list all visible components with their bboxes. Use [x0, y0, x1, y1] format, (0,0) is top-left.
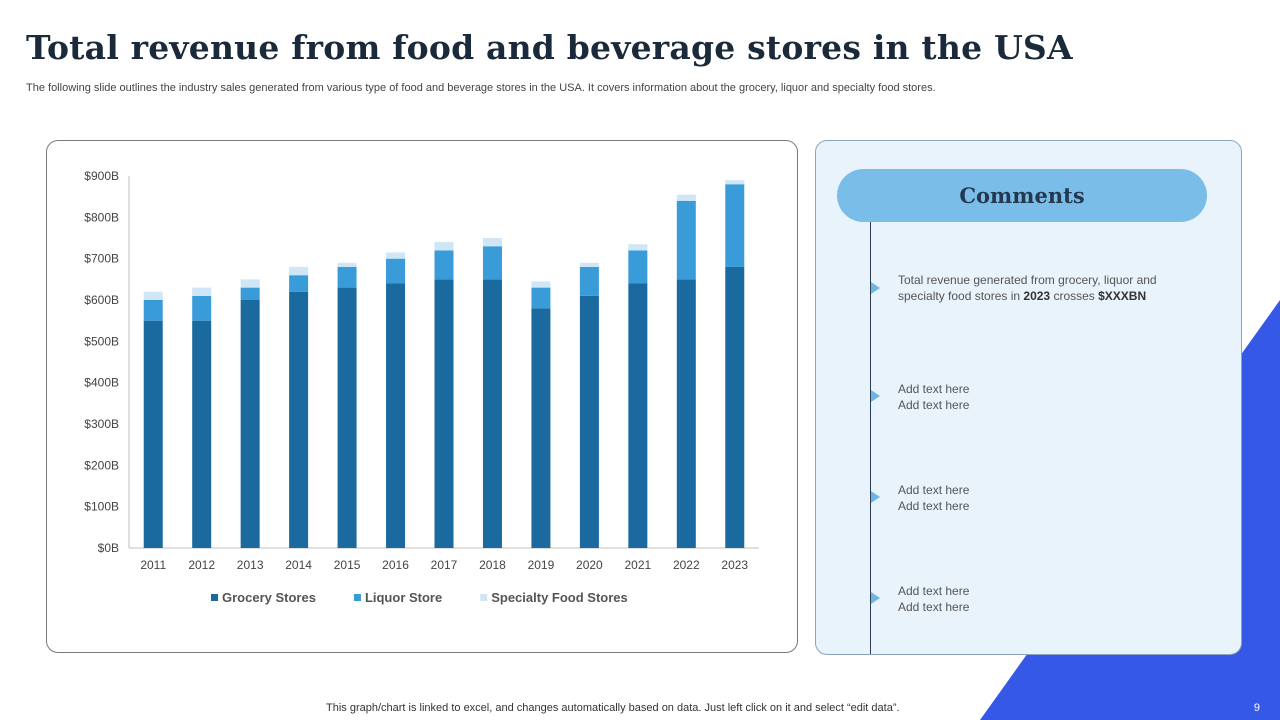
- bar-liquor-store-2022[interactable]: [676, 200, 696, 280]
- bar-grocery-stores-2022[interactable]: [676, 279, 696, 548]
- bar-grocery-stores-2023[interactable]: [725, 266, 745, 548]
- legend-swatch: [211, 594, 218, 601]
- x-tick-label: 2017: [431, 558, 458, 572]
- bar-grocery-stores-2021[interactable]: [628, 283, 648, 548]
- bar-liquor-store-2013[interactable]: [240, 287, 260, 300]
- bar-liquor-store-2012[interactable]: [192, 295, 212, 321]
- legend-label[interactable]: Grocery Stores: [222, 590, 316, 605]
- page-number: 9: [1253, 702, 1260, 714]
- y-tick-label: $700B: [84, 252, 119, 266]
- x-tick-label: 2014: [285, 558, 312, 572]
- bar-grocery-stores-2020[interactable]: [579, 295, 599, 548]
- x-tick-label: 2018: [479, 558, 506, 572]
- bar-specialty-food-stores-2015[interactable]: [337, 262, 357, 267]
- comment-4-line2: Add text here: [898, 600, 970, 614]
- y-tick-label: $0B: [98, 541, 119, 555]
- bar-liquor-store-2019[interactable]: [531, 287, 551, 309]
- page-subtitle: The following slide outlines the industr…: [26, 82, 936, 94]
- bar-grocery-stores-2012[interactable]: [192, 320, 212, 548]
- comments-header: Comments: [837, 169, 1207, 222]
- bullet-arrow-icon: [871, 282, 880, 294]
- comment-item-4[interactable]: Add text here Add text here: [898, 583, 1188, 615]
- x-tick-label: 2022: [673, 558, 700, 572]
- bar-grocery-stores-2015[interactable]: [337, 287, 357, 548]
- bar-specialty-food-stores-2016[interactable]: [386, 252, 406, 259]
- bar-liquor-store-2020[interactable]: [579, 266, 599, 296]
- bar-specialty-food-stores-2019[interactable]: [531, 281, 551, 288]
- bar-liquor-store-2011[interactable]: [143, 300, 163, 321]
- bullet-arrow-icon: [871, 592, 880, 604]
- comment-3-line2: Add text here: [898, 499, 970, 513]
- timeline-line: [870, 222, 871, 654]
- chart-panel[interactable]: $0B $100B $200B $300B $400B $500B $600B $700B $8…: [46, 140, 798, 653]
- y-tick-label: $200B: [84, 458, 119, 472]
- bar-grocery-stores-2016[interactable]: [386, 283, 406, 548]
- bar-specialty-food-stores-2021[interactable]: [628, 244, 648, 251]
- comment-item-2[interactable]: Add text here Add text here: [898, 381, 1188, 413]
- comment-1-year: 2023: [1023, 289, 1051, 303]
- bar-specialty-food-stores-2022[interactable]: [676, 194, 696, 201]
- bar-grocery-stores-2013[interactable]: [240, 300, 260, 548]
- x-tick-label: 2021: [624, 558, 651, 572]
- x-tick-label: 2023: [721, 558, 748, 572]
- comments-panel: Comments Total revenue generated from gr…: [815, 140, 1242, 655]
- y-tick-label: $400B: [84, 376, 119, 390]
- comment-2-line2: Add text here: [898, 398, 970, 412]
- y-tick-label: $900B: [84, 169, 119, 183]
- bar-grocery-stores-2011[interactable]: [143, 320, 163, 548]
- bar-specialty-food-stores-2018[interactable]: [482, 238, 502, 247]
- bar-grocery-stores-2017[interactable]: [434, 279, 454, 548]
- bar-specialty-food-stores-2011[interactable]: [143, 291, 163, 300]
- comment-item-1[interactable]: Total revenue generated from grocery, li…: [898, 272, 1188, 304]
- x-tick-label: 2013: [237, 558, 264, 572]
- bullet-arrow-icon: [871, 491, 880, 503]
- bar-liquor-store-2014[interactable]: [289, 275, 309, 292]
- bar-liquor-store-2021[interactable]: [628, 250, 648, 284]
- stacked-bar-chart[interactable]: $0B $100B $200B $300B $400B $500B $600B $700B $8…: [47, 141, 799, 654]
- x-tick-label: 2016: [382, 558, 409, 572]
- bar-liquor-store-2017[interactable]: [434, 250, 454, 280]
- bar-specialty-food-stores-2023[interactable]: [725, 180, 745, 185]
- y-tick-label: $800B: [84, 210, 119, 224]
- bar-grocery-stores-2019[interactable]: [531, 308, 551, 548]
- legend-label[interactable]: Specialty Food Stores: [491, 590, 628, 605]
- bar-liquor-store-2018[interactable]: [482, 246, 502, 280]
- bar-liquor-store-2016[interactable]: [386, 258, 406, 284]
- bullet-arrow-icon: [871, 390, 880, 402]
- footer-note: This graph/chart is linked to excel, and…: [326, 702, 900, 714]
- comment-item-3[interactable]: Add text here Add text here: [898, 482, 1188, 514]
- bar-specialty-food-stores-2014[interactable]: [289, 266, 309, 276]
- y-tick-label: $100B: [84, 500, 119, 514]
- x-tick-label: 2020: [576, 558, 603, 572]
- bar-liquor-store-2023[interactable]: [725, 184, 745, 267]
- comment-1-text: Total revenue generated from grocery, li…: [898, 273, 1157, 303]
- comment-2-line1: Add text here: [898, 382, 970, 396]
- x-tick-label: 2011: [140, 558, 166, 572]
- bar-grocery-stores-2014[interactable]: [289, 291, 309, 548]
- legend-swatch: [353, 594, 361, 601]
- y-tick-label: $300B: [84, 417, 119, 431]
- legend-label[interactable]: Liquor Store: [365, 590, 442, 605]
- bar-specialty-food-stores-2017[interactable]: [434, 242, 454, 251]
- bar-liquor-store-2015[interactable]: [337, 266, 357, 288]
- comment-1-mid: crosses: [1050, 289, 1099, 303]
- bar-grocery-stores-2018[interactable]: [482, 279, 502, 548]
- y-tick-label: $500B: [84, 334, 119, 348]
- bar-specialty-food-stores-2013[interactable]: [240, 279, 260, 288]
- comment-4-line1: Add text here: [898, 584, 970, 598]
- bar-specialty-food-stores-2020[interactable]: [579, 262, 599, 267]
- legend-swatch: [480, 594, 488, 601]
- comment-3-line1: Add text here: [898, 483, 970, 497]
- x-tick-label: 2012: [188, 558, 215, 572]
- x-tick-label: 2019: [528, 558, 555, 572]
- x-tick-label: 2015: [334, 558, 361, 572]
- comment-1-amount: $XXXBN: [1098, 289, 1147, 303]
- page-title: Total revenue from food and beverage sto…: [26, 28, 1073, 67]
- bar-specialty-food-stores-2012[interactable]: [192, 287, 212, 296]
- y-tick-label: $600B: [84, 293, 119, 307]
